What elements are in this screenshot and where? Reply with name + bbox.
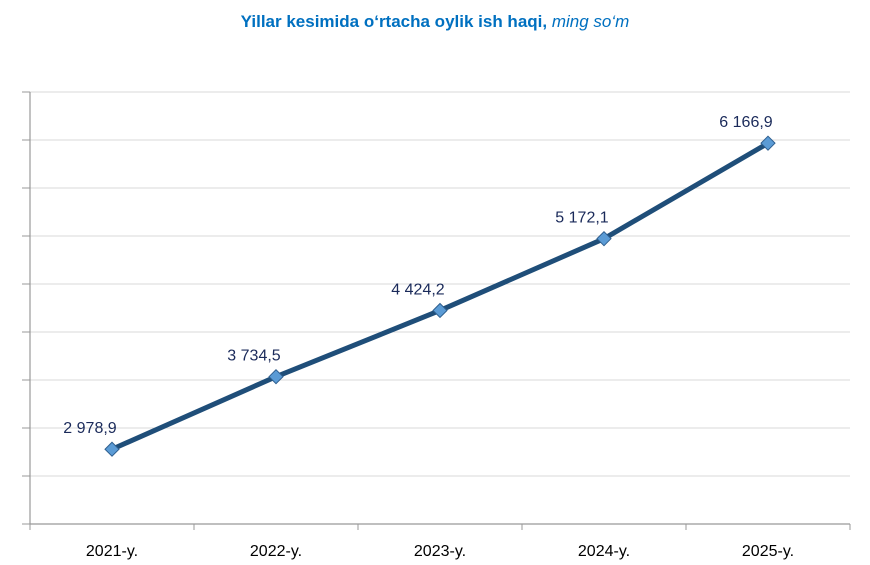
data-label: 2 978,9 [63,420,116,437]
data-point-marker [760,135,776,151]
x-tick-label: 2025-y. [742,543,794,560]
data-label: 4 424,2 [391,281,444,298]
x-tick-label: 2021-y. [86,543,138,560]
chart-title: Yillar kesimida o‘rtacha oylik ish haqi,… [0,12,870,32]
data-label: 5 172,1 [555,210,608,227]
x-tick-label: 2024-y. [578,543,630,560]
data-point-marker [104,441,120,457]
data-label: 6 166,9 [719,114,772,131]
x-tick-label: 2022-y. [250,543,302,560]
data-point-marker [596,230,612,247]
title-main: Yillar kesimida o‘rtacha oylik ish haqi, [240,12,548,31]
title-unit: ming so‘m [551,12,630,31]
data-label: 3 734,5 [227,348,280,365]
data-point-marker [268,368,284,385]
x-tick-label: 2023-y. [414,543,466,560]
data-point-marker [432,302,448,319]
